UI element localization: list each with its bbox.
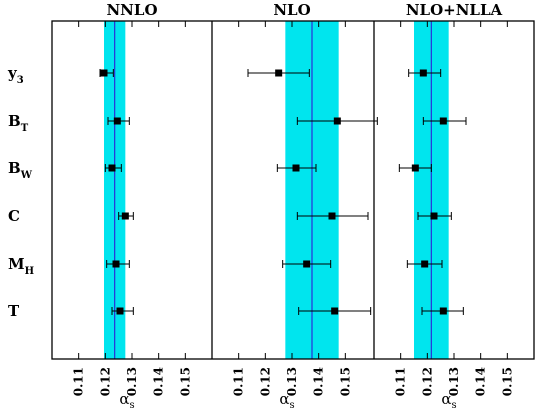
x-tick-label: 0.12 xyxy=(98,367,112,396)
observable-subscript: H xyxy=(25,266,34,277)
panel-nlo: 0.11 0.12 0.13 0.14 0.15 NLO αs xyxy=(232,1,378,410)
panel-nnlo: 0.11 0.12 0.13 0.14 0.15 NNLO αs xyxy=(72,1,193,410)
data-point xyxy=(439,117,447,125)
observable-symbol: B xyxy=(8,112,21,130)
panel-nlo-nlla: 0.11 0.12 0.13 0.14 0.15 NLO+NLLA αs xyxy=(394,1,515,410)
data-point xyxy=(331,307,339,315)
data-point xyxy=(100,69,108,77)
observable-subscript: T xyxy=(21,123,29,134)
x-tick-label: 0.14 xyxy=(152,367,166,396)
data-point xyxy=(328,212,336,220)
data-point xyxy=(303,260,311,268)
data-point xyxy=(112,260,120,268)
x-tick-label: 0.12 xyxy=(420,367,434,396)
x-tick-label: 0.12 xyxy=(258,367,272,396)
x-tick-label: 0.14 xyxy=(312,367,326,396)
x-tick-label: 0.13 xyxy=(285,367,299,396)
data-point xyxy=(419,69,427,77)
data-point xyxy=(292,164,300,172)
x-tick-label: 0.15 xyxy=(178,367,192,396)
observable-label: BW xyxy=(8,159,33,181)
data-point xyxy=(411,164,419,172)
data-point xyxy=(421,260,429,268)
data-point xyxy=(121,212,129,220)
x-tick-label: 0.11 xyxy=(394,367,408,396)
x-tick-label: 0.15 xyxy=(500,367,514,396)
observable-symbol: y xyxy=(7,64,18,82)
panel-title: NNLO xyxy=(106,1,157,19)
x-tick-label: 0.15 xyxy=(338,367,352,396)
x-tick-label: 0.13 xyxy=(447,367,461,396)
x-tick-label: 0.11 xyxy=(72,367,86,396)
x-axis-label: αs xyxy=(279,390,294,410)
panel-title: NLO xyxy=(273,1,310,19)
x-tick-label: 0.13 xyxy=(125,367,139,396)
x-tick-label: 0.11 xyxy=(232,367,246,396)
x-axis-label: αs xyxy=(119,390,134,410)
x-axis-label: αs xyxy=(441,390,456,410)
data-point xyxy=(430,212,438,220)
observable-symbol: B xyxy=(8,159,21,177)
data-point xyxy=(333,117,341,125)
observable-symbol: M xyxy=(8,255,25,273)
data-point xyxy=(108,164,116,172)
observable-symbol: C xyxy=(8,207,20,225)
observable-label: MH xyxy=(8,255,34,277)
observable-label: T xyxy=(8,302,20,320)
observable-subscript: W xyxy=(20,170,33,181)
observable-subscript: 3 xyxy=(17,75,24,86)
data-point xyxy=(275,69,283,77)
observable-label: y3 xyxy=(7,64,24,86)
panel-title: NLO+NLLA xyxy=(406,1,503,19)
plot-frame xyxy=(51,20,535,360)
observable-symbol: T xyxy=(8,302,20,320)
data-point xyxy=(113,117,121,125)
observable-label: BT xyxy=(8,112,29,134)
data-point xyxy=(116,307,124,315)
data-point xyxy=(439,307,447,315)
observable-label: C xyxy=(8,207,20,225)
x-tick-label: 0.14 xyxy=(474,367,488,396)
